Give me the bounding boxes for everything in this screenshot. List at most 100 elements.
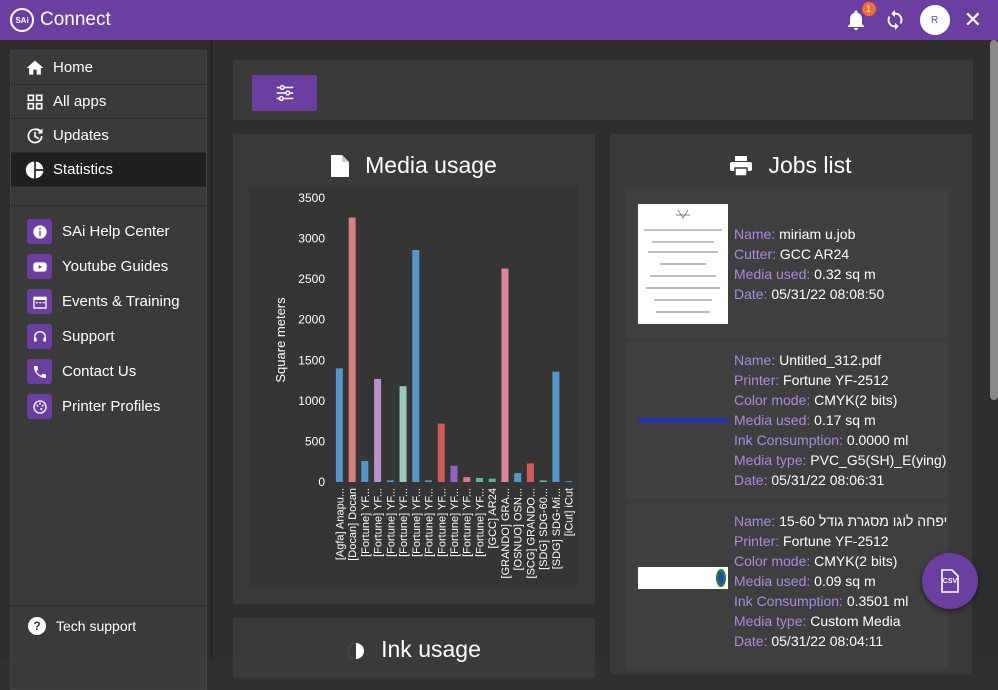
jobs-list-header: Jobs list	[610, 152, 972, 179]
media-usage-title: Media usage	[365, 152, 497, 178]
bar	[399, 386, 407, 482]
job-name: Name: Untitled_312.pdf	[734, 352, 882, 368]
x-tick-label: [Docan] Docan	[347, 488, 359, 561]
link-label: Contact Us	[62, 363, 137, 380]
x-tick-label: [GCC] AR24	[487, 488, 499, 549]
bar	[501, 268, 509, 482]
avatar[interactable]: R	[919, 5, 950, 35]
sidebar: Home All apps Updates Statistics SAi Hel…	[0, 40, 212, 690]
filter-bar	[233, 60, 973, 120]
sidebar-item-label: All apps	[53, 93, 107, 110]
jobs-list-title: Jobs list	[768, 152, 852, 178]
job-device: Cutter: GCC AR24	[734, 246, 850, 262]
notifications-button[interactable]: 1	[844, 2, 876, 32]
bar	[463, 477, 471, 482]
x-tick-label: [SDG] SDG-60...	[538, 488, 550, 570]
jobs-list-card: Jobs list Name: miriam u.job Cutter: GCC…	[610, 134, 972, 674]
ink-usage-card: Ink usage	[233, 618, 595, 678]
sliders-icon	[276, 84, 293, 102]
bar	[437, 423, 445, 482]
x-tick-label: [Fortune] YF...	[474, 488, 486, 557]
link-label: Events & Training	[62, 293, 180, 310]
y-tick-label: 1500	[298, 353, 325, 367]
close-icon[interactable]: ✕	[963, 7, 982, 32]
sidebar-item-label: Updates	[53, 127, 109, 144]
help-links: SAi Help Center Youtube Guides Events & …	[11, 205, 206, 424]
sidebar-item-all-apps[interactable]: All apps	[11, 85, 206, 119]
job-item[interactable]: Name: 15-60 יפחה לוגו מסגרת גודל Printer…	[626, 503, 948, 668]
x-tick-label: [Fortune] YF...	[449, 488, 461, 557]
scrollbar[interactable]	[990, 40, 998, 400]
x-tick-label: [Fortune] YF...	[424, 488, 436, 557]
sidebar-nav: Home All apps Updates Statistics SAi Hel…	[10, 50, 207, 690]
job-thumbnail	[638, 204, 728, 324]
ink-drop-icon	[348, 642, 365, 659]
sidebar-item-label: Statistics	[53, 161, 114, 178]
job-date: Date: 05/31/22 08:08:50	[734, 286, 885, 302]
x-tick-label: [Fortune] YF...	[360, 488, 372, 557]
tech-support-button[interactable]: ? Tech support	[10, 605, 207, 645]
info-icon	[27, 219, 52, 244]
x-tick-label: [iCut] iCut	[564, 488, 576, 536]
sidebar-item-label: Home	[53, 59, 94, 76]
link-help-center[interactable]: SAi Help Center	[11, 214, 206, 249]
sync-icon[interactable]	[884, 9, 906, 31]
media-usage-header: Media usage	[233, 152, 595, 179]
link-support[interactable]: Support	[11, 319, 206, 354]
job-name: Name: miriam u.job	[734, 226, 856, 242]
youtube-icon	[27, 254, 52, 279]
bar	[488, 478, 496, 482]
job-date: Date: 05/31/22 08:06:31	[734, 472, 885, 488]
pie-chart-icon	[25, 161, 44, 178]
bar	[335, 368, 343, 482]
app-title: Connect	[40, 9, 111, 30]
printer-icon	[730, 155, 753, 176]
ink-usage-header: Ink usage	[233, 636, 595, 663]
palette-icon	[27, 394, 52, 419]
job-media-type: Media type: PVC_G5(SH)_E(ying)	[734, 452, 947, 468]
ink-usage-title: Ink usage	[381, 636, 481, 662]
y-tick-label: 500	[305, 434, 325, 448]
bar	[386, 480, 394, 482]
job-ink-consumption: Ink Consumption: 0.0000 ml	[734, 432, 909, 448]
job-color-mode: Color mode: CMYK(2 bits)	[734, 553, 898, 569]
job-thumbnail	[638, 567, 728, 589]
y-tick-label: 1000	[298, 394, 325, 408]
x-tick-label: [Fortune] YF...	[398, 488, 410, 557]
bar	[425, 480, 433, 482]
x-tick-label: [SDG] SDG-Mi...	[551, 488, 563, 569]
y-tick-label: 2000	[298, 313, 325, 327]
sidebar-item-home[interactable]: Home	[11, 51, 206, 85]
media-usage-bar-chart: Square meters 0 500 1000 1500 2000 2500 3000 350…	[273, 191, 576, 578]
y-tick-label: 3500	[298, 191, 325, 205]
bar	[475, 477, 483, 482]
home-icon	[26, 60, 44, 75]
job-color-mode: Color mode: CMYK(2 bits)	[734, 392, 898, 408]
sai-logo: SAi	[10, 8, 34, 32]
y-axis-label: Square meters	[273, 297, 288, 383]
job-device: Printer: Fortune YF-2512	[734, 372, 889, 388]
job-date: Date: 05/31/22 08:04:11	[734, 633, 884, 649]
link-printer-profiles[interactable]: Printer Profiles	[11, 389, 206, 424]
sidebar-item-statistics[interactable]: Statistics	[11, 153, 206, 187]
bar	[374, 378, 382, 482]
job-item[interactable]: Name: Untitled_312.pdf Printer: Fortune …	[626, 342, 948, 499]
link-youtube-guides[interactable]: Youtube Guides	[11, 249, 206, 284]
link-label: SAi Help Center	[62, 223, 170, 240]
sidebar-item-updates[interactable]: Updates	[11, 119, 206, 153]
link-events-training[interactable]: Events & Training	[11, 284, 206, 319]
headset-icon	[27, 324, 52, 349]
main-content: Media usage Square meters 0 500 1000 1500 200…	[212, 40, 998, 678]
title-bar: SAi Connect 1 R ✕	[0, 0, 998, 40]
bar	[526, 463, 534, 482]
csv-export-button[interactable]: CSV	[922, 553, 978, 609]
phone-icon	[27, 359, 52, 384]
bell-icon	[847, 10, 864, 30]
filter-button[interactable]	[252, 75, 317, 111]
y-tick-label: 3000	[298, 232, 325, 246]
link-contact-us[interactable]: Contact Us	[11, 354, 206, 389]
job-item[interactable]: Name: miriam u.job Cutter: GCC AR24 Medi…	[626, 190, 948, 338]
document-icon	[331, 154, 350, 177]
bar	[361, 460, 369, 482]
x-tick-label: [Agfa] Anapu...	[334, 488, 346, 560]
